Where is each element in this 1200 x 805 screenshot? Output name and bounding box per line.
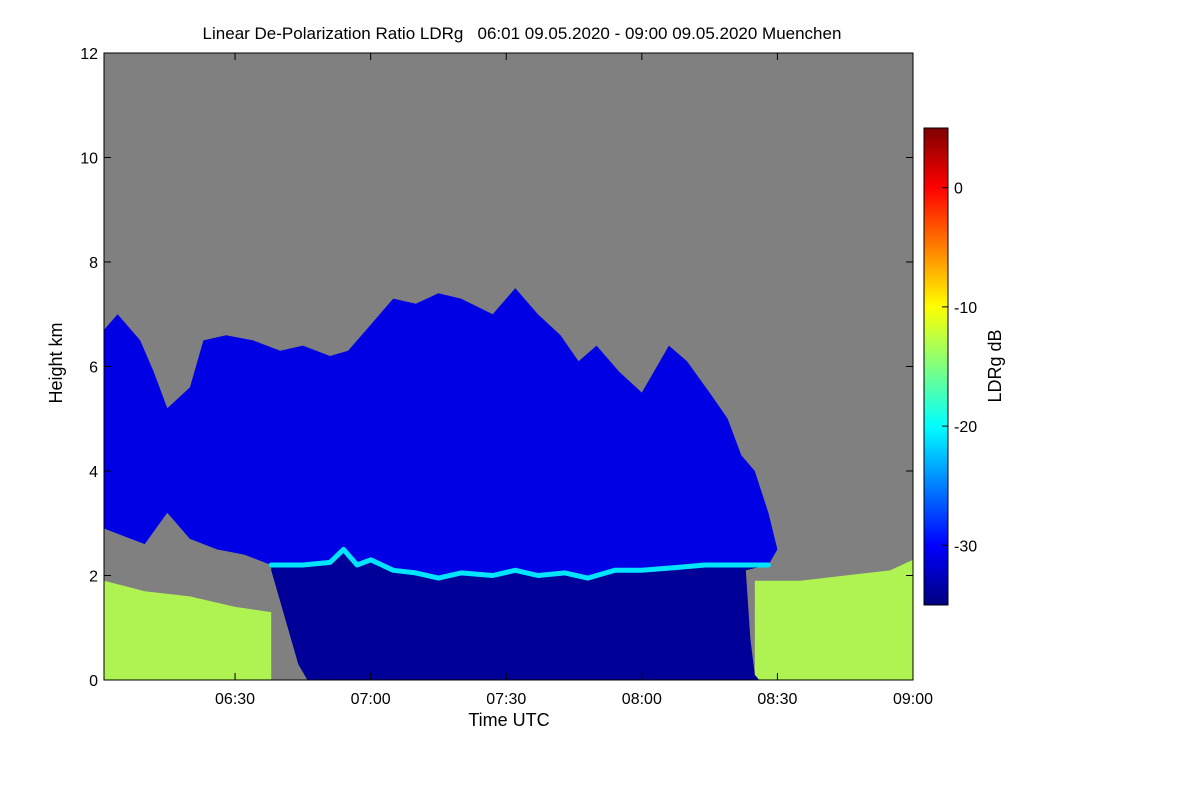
x-tick-label: 09:00 <box>893 691 933 708</box>
plot-area <box>104 53 913 680</box>
ice-cloud-region <box>104 288 778 579</box>
x-axis: 06:30 07:00 07:30 08:00 08:30 09:00 <box>215 53 933 708</box>
colorbar-tick-label: -10 <box>954 300 977 317</box>
x-axis-label: Time UTC <box>468 710 549 730</box>
x-tick-label: 07:30 <box>486 691 526 708</box>
colorbar-label: LDRg dB <box>985 329 1005 402</box>
x-tick-label: 08:00 <box>622 691 662 708</box>
y-tick-label: 8 <box>89 255 98 272</box>
x-tick-label: 08:30 <box>757 691 797 708</box>
y-axis-label: Height km <box>46 322 66 403</box>
rain-region <box>271 549 769 680</box>
colorbar-tick-label: -30 <box>954 538 977 555</box>
y-axis: 0 2 4 6 8 10 12 <box>80 46 913 690</box>
y-tick-label: 4 <box>89 464 98 481</box>
y-tick-label: 6 <box>89 360 98 377</box>
y-tick-label: 0 <box>89 673 98 690</box>
x-tick-label: 06:30 <box>215 691 255 708</box>
chart-title: Linear De-Polarization Ratio LDRg 06:01 … <box>203 24 842 43</box>
colorbar-gradient <box>923 127 949 606</box>
melting-layer-line <box>268 546 771 581</box>
y-tick-label: 10 <box>80 151 98 168</box>
y-tick-label: 2 <box>89 569 98 586</box>
colorbar-tick-label: 0 <box>954 181 963 198</box>
boundary-layer-left-region <box>104 580 272 680</box>
colorbar-ticks: 0 -10 -20 -30 <box>942 181 977 555</box>
colorbar-tick-label: -20 <box>954 419 977 436</box>
y-tick-label: 12 <box>80 46 98 63</box>
x-tick-label: 07:00 <box>351 691 391 708</box>
boundary-layer-right-region <box>754 559 913 680</box>
colorbar: 0 -10 -20 -30 LDRg dB <box>923 127 1005 606</box>
